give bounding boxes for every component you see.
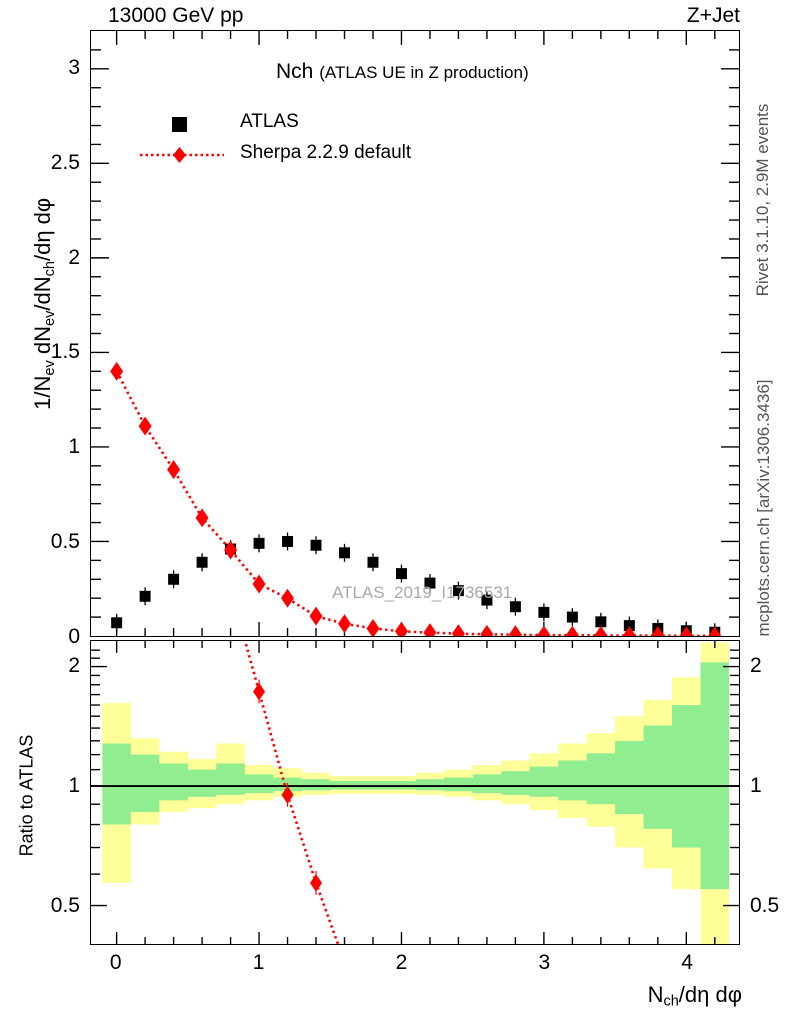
data-point-sherpa (423, 623, 437, 636)
main-y-tick-0.5: 0.5 (50, 530, 80, 554)
data-point-sherpa (651, 626, 665, 636)
data-point-sherpa (167, 460, 181, 480)
data-point-sherpa (110, 361, 124, 381)
x-axis-label: Nch/dη dφ (647, 982, 742, 1010)
ratio-plot-canvas (91, 641, 739, 944)
legend-entry-atlas: ATLAS (136, 108, 436, 139)
data-point-sherpa (594, 625, 608, 636)
x-tick-4: 4 (681, 951, 693, 974)
uncertainty-band-outer (102, 642, 730, 944)
plot-title-main: Nch (276, 60, 314, 83)
data-point-sherpa (451, 624, 465, 636)
plot-title-sub: (ATLAS UE in Z production) (319, 63, 529, 82)
beam-energy-label: 13000 GeV pp (108, 4, 244, 27)
ratio-y-tick-right-2: 2 (750, 653, 762, 677)
ratio-y-tick-left-1: 1 (68, 774, 80, 798)
data-point-sherpa (679, 626, 693, 636)
main-y-tick-2.5: 2.5 (50, 150, 80, 174)
analysis-id-watermark: ATLAS_2019_I1736531 (332, 583, 513, 602)
legend-label-sherpa: Sherpa 2.2.9 default (240, 142, 412, 163)
data-point-sherpa (708, 626, 722, 636)
x-tick-3: 3 (538, 951, 551, 974)
main-y-tick-1.5: 1.5 (50, 340, 80, 364)
data-point-sherpa (366, 618, 380, 636)
legend-marker-square-icon (172, 117, 187, 132)
x-tick-1: 1 (252, 951, 265, 974)
mcplots-caption: mcplots.cern.ch [arXiv:1306.3436] (754, 379, 773, 637)
legend-entry-sherpa: Sherpa 2.2.9 default (136, 139, 436, 170)
main-y-tick-1: 1 (68, 435, 80, 459)
main-plot-panel (90, 30, 740, 637)
ratio-y-tick-right-0.5: 0.5 (750, 894, 780, 918)
main-y-tick-0: 0 (68, 625, 80, 648)
data-point-sherpa (281, 588, 295, 608)
data-point-sherpa (565, 625, 579, 636)
main-y-tick-3: 3 (68, 55, 80, 79)
main-y-tick-2: 2 (68, 245, 80, 269)
data-point-sherpa (508, 625, 522, 636)
ratio-y-tick-left-0.5: 0.5 (50, 894, 80, 918)
ratio-plot-panel (90, 640, 740, 945)
data-point-sherpa (480, 624, 494, 636)
data-point-sherpa (622, 626, 636, 636)
x-tick-2: 2 (395, 951, 408, 974)
uncertainty-band-inner (102, 662, 730, 890)
data-point-sherpa (394, 621, 408, 636)
legend-label-atlas: ATLAS (240, 111, 299, 132)
ratio-y-tick-right-1: 1 (750, 774, 762, 798)
rivet-version-caption: Rivet 3.1.10, 2.9M events (753, 103, 772, 297)
main-plot-canvas (91, 31, 739, 636)
x-tick-0: 0 (109, 951, 122, 974)
data-point-sherpa (309, 606, 323, 626)
plot-title: Nch (ATLAS UE in Z production) (276, 60, 529, 84)
ratio-y-tick-left-2: 2 (68, 653, 80, 677)
data-point-sherpa (537, 625, 551, 636)
legend-marker-diamond-icon (140, 147, 224, 163)
legend: ATLAS Sherpa 2.2.9 default (136, 108, 436, 170)
data-point-sherpa (338, 614, 351, 634)
data-point-sherpa (195, 508, 209, 528)
process-label: Z+Jet (686, 4, 740, 27)
